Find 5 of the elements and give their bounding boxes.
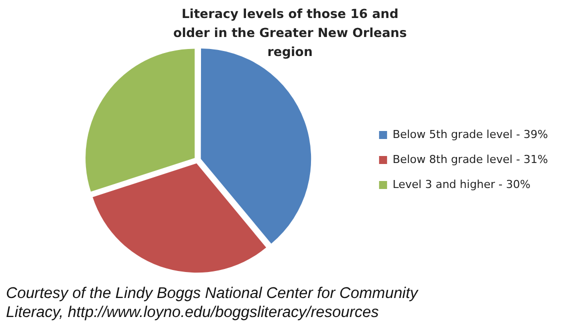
legend-label: Level 3 and higher - 30% xyxy=(392,178,530,191)
legend-label: Below 5th grade level - 39% xyxy=(392,128,548,141)
legend-label: Below 8th grade level - 31% xyxy=(392,152,548,166)
text: Courtesy of the Lindy Boggs National Center for Community Literacy, http://www.loyno.edu/boggsliteracy/resources xyxy=(6,284,420,322)
chart-title: Literacy levels of those 16 and older in the Greater New Orleans region xyxy=(172,5,408,61)
